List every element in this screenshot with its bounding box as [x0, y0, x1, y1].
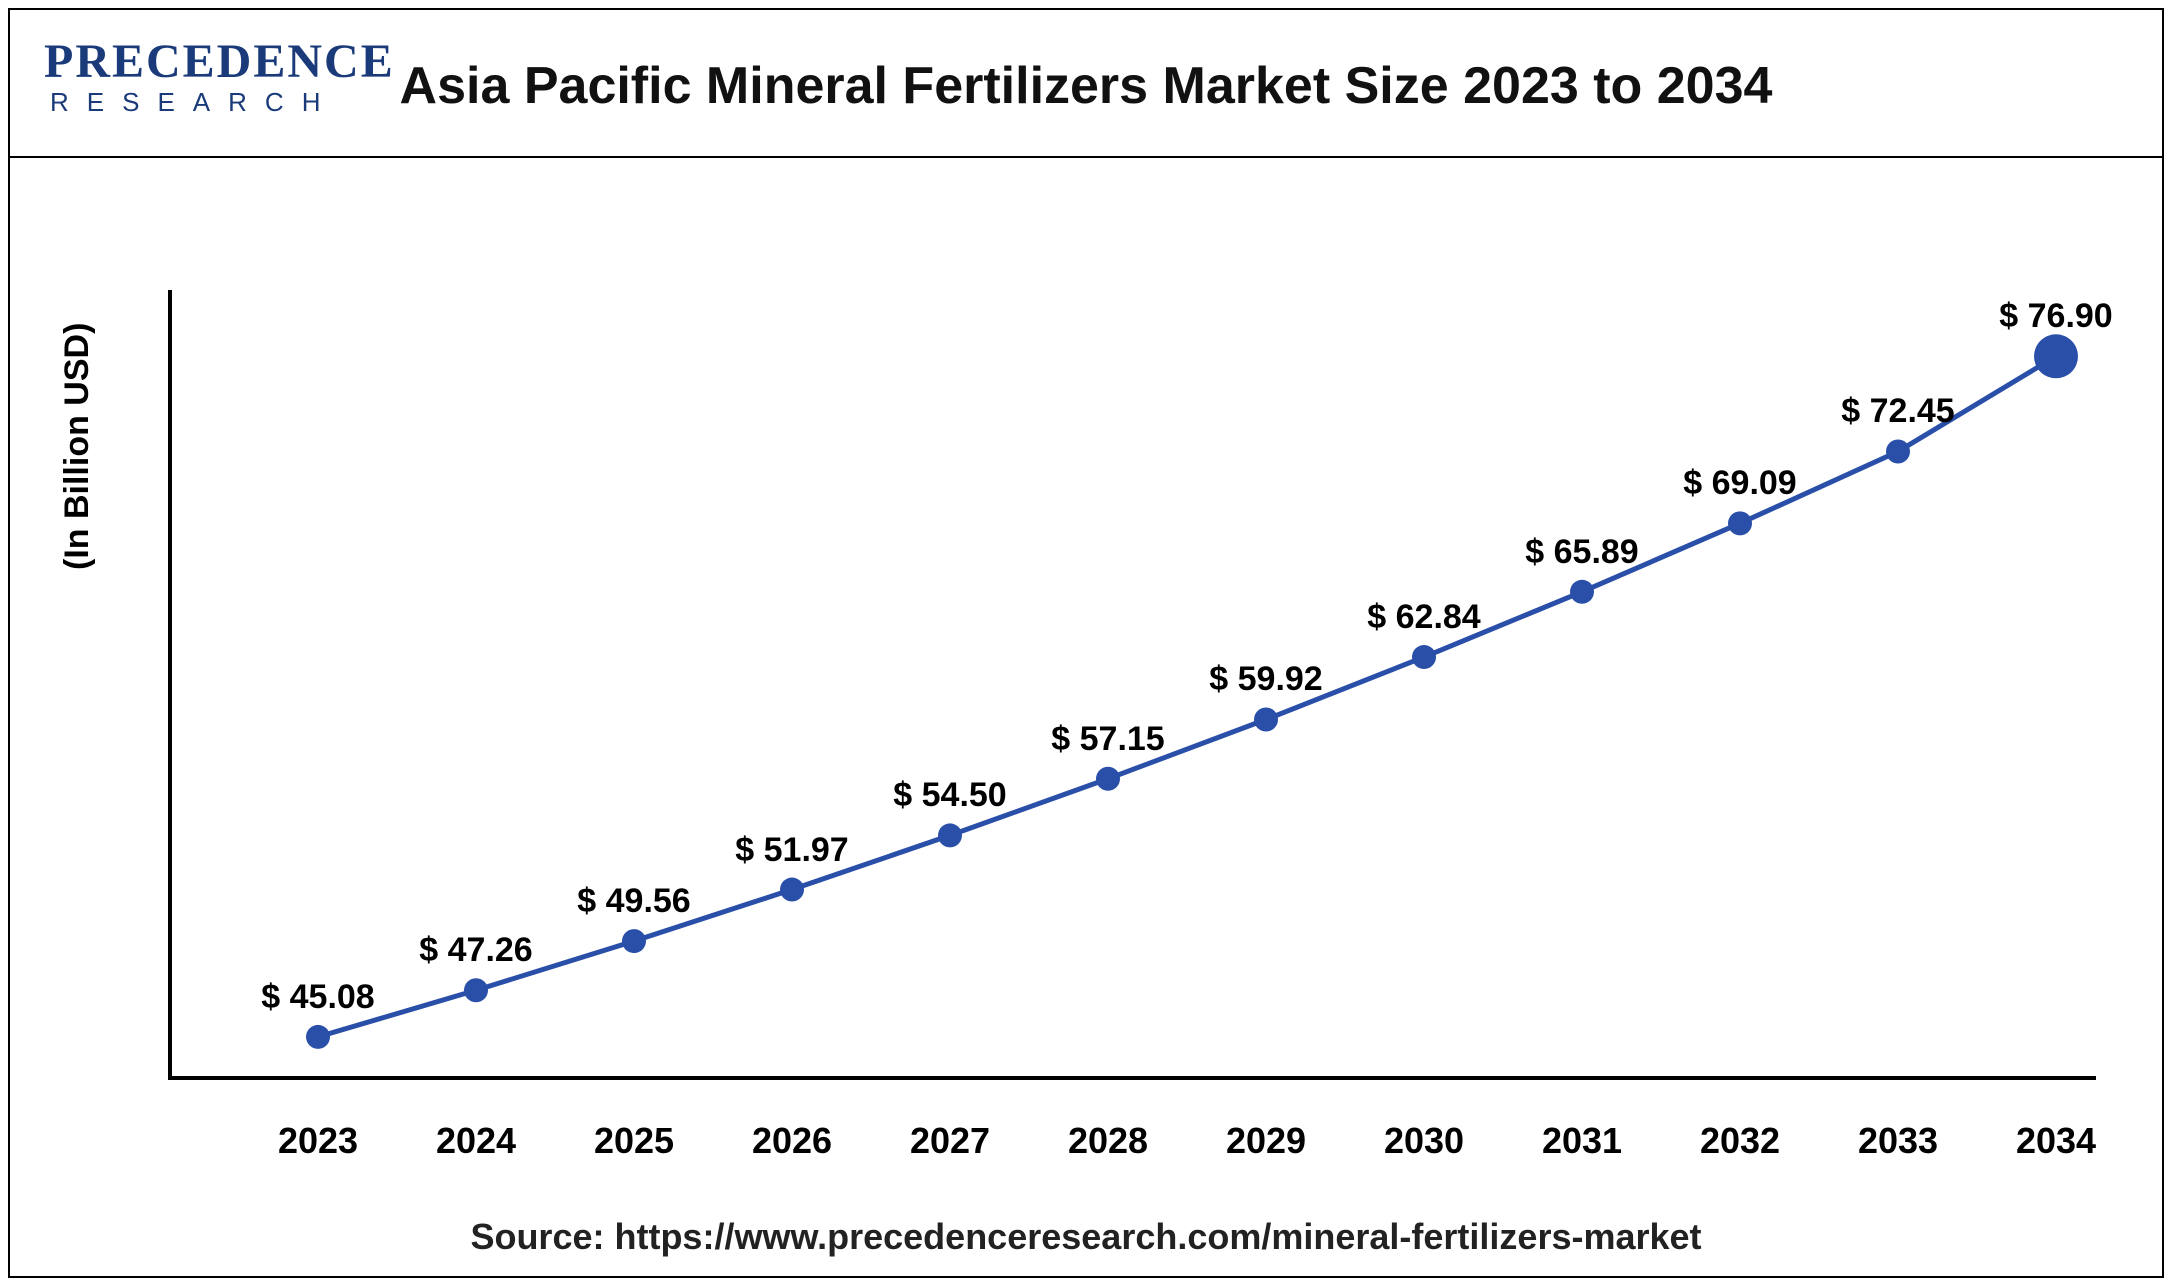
chart-marker	[622, 929, 646, 953]
data-label: $ 47.26	[419, 931, 532, 970]
chart-marker	[1886, 439, 1910, 463]
x-tick-label: 2027	[910, 1120, 990, 1162]
x-tick-label: 2025	[594, 1120, 674, 1162]
x-tick-label: 2032	[1700, 1120, 1780, 1162]
data-label: $ 59.92	[1209, 660, 1322, 699]
chart-line	[318, 356, 2056, 1037]
data-label: $ 69.09	[1683, 464, 1796, 503]
data-label: $ 72.45	[1841, 392, 1954, 431]
x-tick-label: 2033	[1858, 1120, 1938, 1162]
chart-frame: PRECEDENCE RESEARCH Asia Pacific Mineral…	[8, 8, 2164, 1278]
y-axis-label: (In Billion USD)	[58, 323, 97, 570]
data-label: $ 49.56	[577, 882, 690, 921]
x-tick-label: 2034	[2016, 1120, 2096, 1162]
data-label: $ 54.50	[893, 776, 1006, 815]
x-tick-label: 2023	[278, 1120, 358, 1162]
chart-marker	[938, 823, 962, 847]
chart-marker	[1254, 707, 1278, 731]
x-tick-label: 2031	[1542, 1120, 1622, 1162]
x-tick-label: 2024	[436, 1120, 516, 1162]
x-tick-label: 2029	[1226, 1120, 1306, 1162]
x-tick-label: 2030	[1384, 1120, 1464, 1162]
data-label: $ 62.84	[1367, 598, 1480, 637]
data-label: $ 51.97	[735, 831, 848, 870]
chart-marker	[2034, 334, 2078, 378]
data-label: $ 65.89	[1525, 533, 1638, 572]
chart-marker	[1096, 767, 1120, 791]
data-label: $ 57.15	[1051, 720, 1164, 759]
data-label: $ 76.90	[1999, 297, 2112, 336]
chart-marker	[1570, 580, 1594, 604]
chart-marker	[306, 1025, 330, 1049]
x-tick-label: 2028	[1068, 1120, 1148, 1162]
header: PRECEDENCE RESEARCH Asia Pacific Mineral…	[10, 10, 2162, 158]
chart-marker	[780, 878, 804, 902]
chart-marker	[1728, 511, 1752, 535]
data-label: $ 45.08	[261, 978, 374, 1017]
chart-title: Asia Pacific Mineral Fertilizers Market …	[10, 56, 2162, 116]
source-text: Source: https://www.precedenceresearch.c…	[10, 1216, 2162, 1258]
x-tick-label: 2026	[752, 1120, 832, 1162]
chart-marker	[1412, 645, 1436, 669]
chart-marker	[464, 978, 488, 1002]
chart-area: 2023202420252026202720282029203020312032…	[168, 290, 2096, 1080]
